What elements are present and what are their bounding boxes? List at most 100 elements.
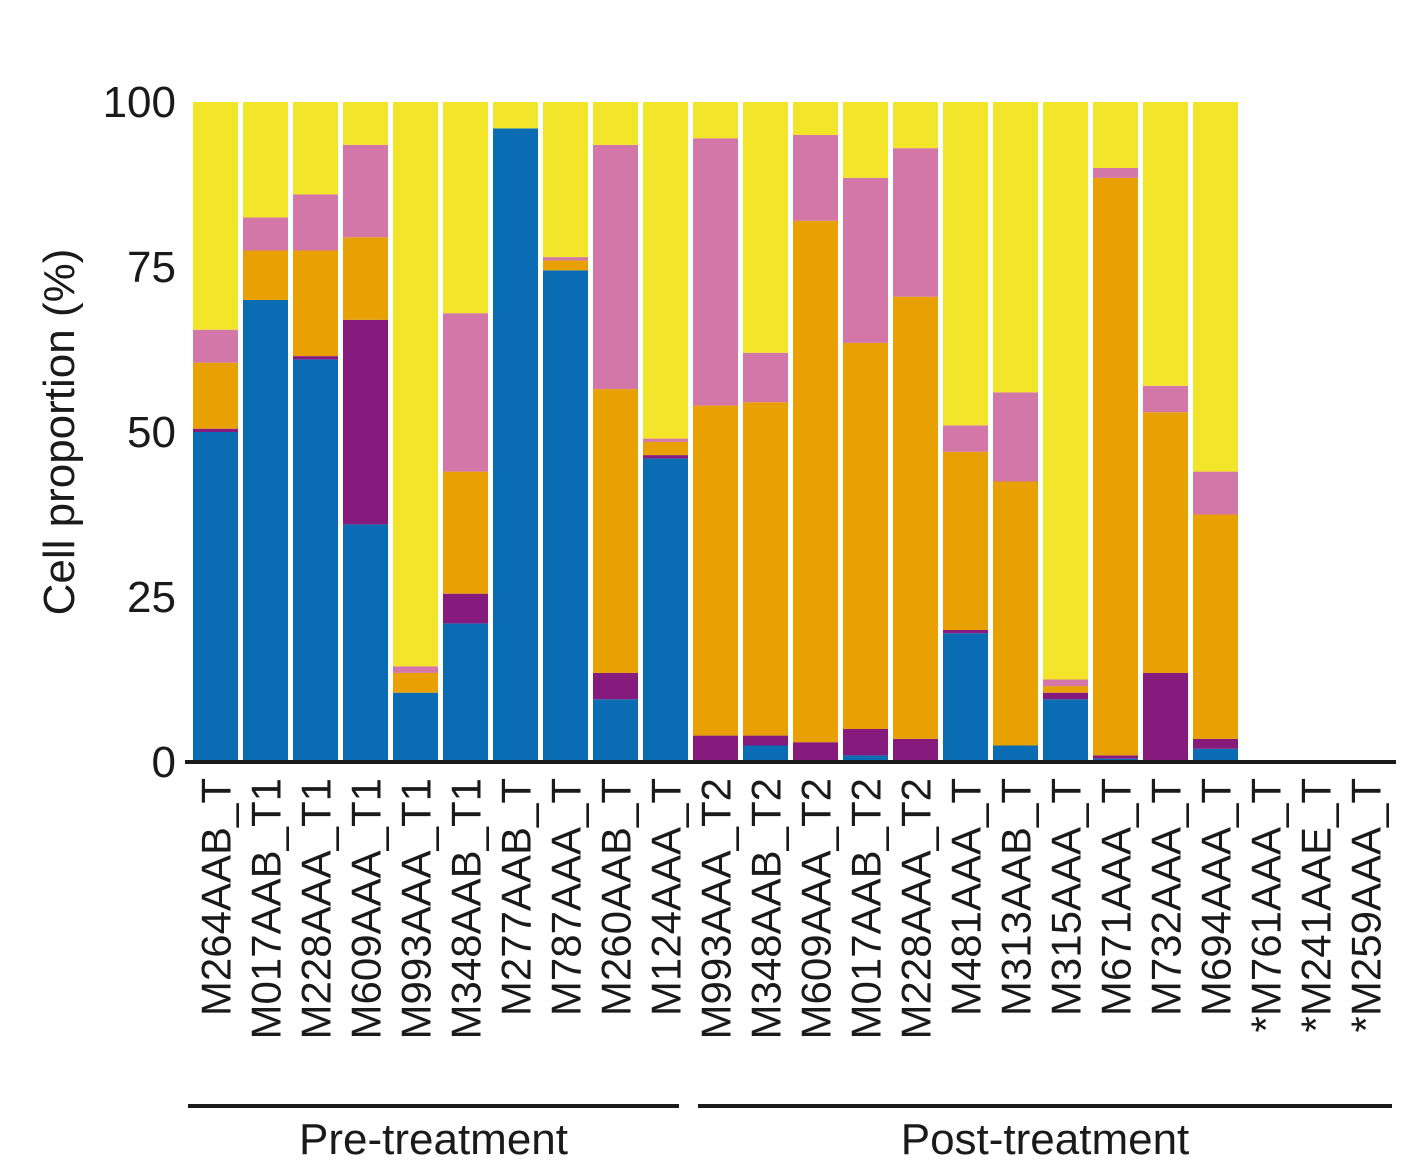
y-axis-title: Cell proportion (%) — [35, 249, 84, 616]
bar-segment — [1093, 102, 1138, 168]
bar-segment — [393, 102, 438, 667]
bar-segment — [393, 672, 438, 693]
x-tick-label: M124AAA_T — [643, 778, 690, 1016]
bar-segment — [793, 220, 838, 743]
bar-segment — [443, 313, 488, 472]
x-tick-label: M017AAB_T2 — [843, 778, 890, 1039]
bar-segment — [1093, 755, 1138, 759]
y-tick-label: 75 — [127, 243, 176, 292]
bar-segment — [893, 148, 938, 297]
bar-segment — [343, 237, 388, 320]
bar-segment — [743, 735, 788, 746]
bar-segment — [793, 135, 838, 221]
x-tick-label: M277AAB_T — [493, 778, 540, 1016]
bar-segment — [843, 729, 888, 756]
bar-segment — [593, 102, 638, 145]
y-tick-label: 25 — [127, 573, 176, 622]
bar-segment — [1143, 102, 1188, 386]
x-tick-label: M993AAA_T2 — [693, 778, 740, 1039]
x-tick-label: M228AAA_T2 — [893, 778, 940, 1039]
bar-segment — [343, 319, 388, 525]
x-tick-label: *M259AAA_T — [1343, 778, 1390, 1032]
bar-segment — [943, 102, 988, 426]
x-tick-label: M481AAA_T — [943, 778, 990, 1016]
x-tick-label: M609AAA_T1 — [343, 778, 390, 1039]
bar-segment — [943, 633, 988, 762]
bar-segment — [1193, 738, 1238, 749]
bar-segment — [843, 342, 888, 729]
bar-segment — [1193, 748, 1238, 762]
bar-segment — [893, 738, 938, 762]
x-tick-label: M017AAB_T1 — [243, 778, 290, 1039]
bar-segment — [643, 438, 688, 442]
bar-segment — [843, 177, 888, 343]
x-tick-label: M787AAA_T — [543, 778, 590, 1016]
x-axis-labels: M264AAB_T M017AAB_T1 M228AAA_T1 M609AAA_T1 M… — [193, 778, 1390, 1039]
x-tick-label: *M241AAE_T — [1293, 778, 1340, 1032]
bar-segment — [443, 593, 488, 624]
bar-segment — [243, 102, 288, 218]
bar-segment — [1043, 679, 1088, 687]
bar-segment — [943, 451, 988, 630]
bar-segment — [843, 102, 888, 178]
bar-segment — [943, 425, 988, 452]
bar-segment — [693, 102, 738, 139]
bar-segment — [1193, 471, 1238, 515]
bar-segment — [793, 102, 838, 135]
y-tick-label: 0 — [152, 738, 176, 787]
bar-segment — [993, 481, 1038, 746]
bar-segment — [743, 352, 788, 403]
bar-segment — [993, 102, 1038, 393]
bar-segment — [543, 257, 588, 261]
bar-segment — [243, 217, 288, 251]
bar-segment — [193, 432, 238, 762]
bar-segment — [193, 362, 238, 429]
bar-segment — [793, 742, 838, 762]
bar-segment — [893, 102, 938, 149]
bar-segment — [393, 666, 438, 673]
x-tick-label: M609AAA_T2 — [793, 778, 840, 1039]
bar-segment — [893, 296, 938, 739]
group-brackets: Pre-treatment Post-treatment — [188, 1104, 1392, 1164]
bar-segment — [1143, 672, 1188, 762]
bar-segment — [343, 102, 388, 145]
bar-segment — [493, 102, 538, 129]
bar-segment — [643, 102, 688, 439]
bars-layer — [193, 102, 1238, 762]
bar-segment — [693, 735, 738, 762]
bar-segment — [343, 144, 388, 238]
x-tick-label: *M761AAA_T — [1243, 778, 1290, 1032]
bar-segment — [293, 102, 338, 195]
bar-segment — [193, 428, 238, 432]
group-label: Pre-treatment — [299, 1115, 568, 1164]
bar-segment — [593, 389, 638, 673]
x-tick-label: M264AAB_T — [193, 778, 240, 1016]
y-tick-label: 100 — [103, 78, 176, 127]
x-tick-label: M315AAA_T — [1043, 778, 1090, 1016]
group-label: Post-treatment — [901, 1115, 1190, 1164]
bar-segment — [493, 128, 538, 762]
y-tick-label: 50 — [127, 408, 176, 457]
bar-segment — [443, 471, 488, 594]
x-tick-label: M348AAB_T2 — [743, 778, 790, 1039]
bar-segment — [743, 102, 788, 353]
y-axis: 0 25 50 75 100 — [103, 78, 176, 787]
bar-segment — [543, 102, 588, 258]
bar-segment — [993, 745, 1038, 762]
bar-segment — [593, 144, 638, 390]
bar-segment — [193, 329, 238, 363]
bar-segment — [993, 392, 1038, 482]
x-tick-label: M694AAA_T — [1193, 778, 1240, 1016]
bar-segment — [643, 455, 688, 459]
bar-segment — [193, 102, 238, 330]
bar-segment — [293, 250, 338, 357]
bar-segment — [1043, 686, 1088, 693]
bar-segment — [243, 250, 288, 300]
bar-segment — [593, 672, 638, 700]
bar-segment — [1043, 102, 1088, 680]
bar-segment — [293, 359, 338, 762]
x-tick-label: M348AAB_T1 — [443, 778, 490, 1039]
bar-segment — [743, 745, 788, 762]
bar-segment — [243, 300, 288, 762]
bar-segment — [443, 102, 488, 314]
